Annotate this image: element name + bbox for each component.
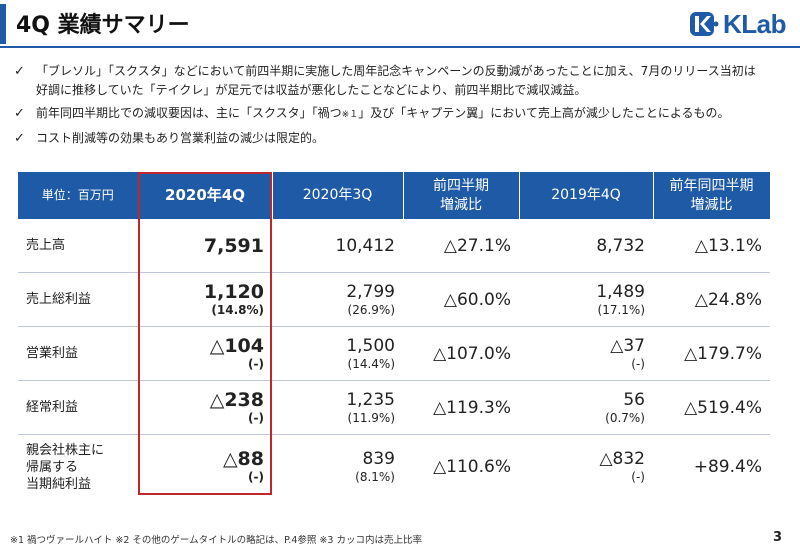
header-line: 前年同四半期 bbox=[669, 177, 754, 194]
logo-text: KLab bbox=[723, 8, 787, 39]
table-row: 売上総利益 1,120 (14.8%) 2,799 (26.9%) △60.0%… bbox=[18, 272, 770, 327]
logo: KLab bbox=[689, 8, 787, 40]
bullet-item: ✓ コスト削減等の効果もあり営業利益の減少は限定的。 bbox=[14, 129, 784, 148]
page-number: 3 bbox=[772, 530, 782, 545]
header-2020-4q: 2020年4Q bbox=[138, 172, 273, 219]
cell-qoq: △27.1% bbox=[403, 219, 519, 273]
footnote: ※1 禍つヴァールハイト ※2 その他のゲームタイトルの略記は、P.4参照 ※3… bbox=[10, 535, 422, 546]
label-line: 帰属する bbox=[26, 459, 79, 475]
bullet-item: ✓ 前年同四半期比での減収要因は、主に「スクスタ」「禍つ※１」及び「キャプテン翼… bbox=[14, 104, 784, 125]
bullet-item: ✓ 「ブレソル」「スクスタ」などにおいて前四半期に実施した周年記念キャンペーンの… bbox=[14, 62, 784, 100]
cell-yoy: △13.1% bbox=[653, 219, 770, 273]
label-line: 親会社株主に bbox=[26, 442, 105, 458]
header-2020-3q: 2020年3Q bbox=[272, 172, 404, 219]
cell-qoq: △110.6% bbox=[433, 457, 511, 477]
bullet-list: ✓ 「ブレソル」「スクスタ」などにおいて前四半期に実施した周年記念キャンペーンの… bbox=[14, 62, 784, 152]
footnote-ref: ※１ bbox=[341, 110, 359, 120]
cell-2020-3q: 2,799 (26.9%) bbox=[272, 272, 403, 327]
cell-qoq: △119.3% bbox=[403, 380, 519, 435]
cell-qoq: △60.0% bbox=[403, 272, 519, 327]
bullet-text: コスト削減等の効果もあり営業利益の減少は限定的。 bbox=[36, 131, 325, 145]
cell-yoy: +89.4% bbox=[693, 457, 762, 477]
cell-2020-3q: 1,500 (14.4%) bbox=[272, 326, 403, 381]
check-icon: ✓ bbox=[14, 106, 25, 121]
label-line: 当期純利益 bbox=[26, 476, 92, 492]
row-label: 親会社株主に 帰属する 当期純利益 bbox=[18, 435, 138, 500]
cell-ratio: (-) bbox=[248, 410, 264, 425]
cell-ratio: (-) bbox=[248, 470, 264, 484]
cell-value: 10,412 bbox=[335, 235, 395, 256]
title-bar: 4Q 業績サマリー KLab bbox=[0, 0, 800, 48]
table-header-row: 単位：百万円 2020年4Q 2020年3Q 前四半期 増減比 2019年4Q … bbox=[18, 172, 771, 219]
cell-2019-4q: △37 (-) bbox=[519, 326, 653, 381]
cell-2019-4q: 56 (0.7%) bbox=[519, 380, 653, 435]
cell-2020-4q: △104 (-) bbox=[138, 326, 272, 381]
header-qoq: 前四半期 増減比 bbox=[403, 172, 520, 219]
summary-table: 単位：百万円 2020年4Q 2020年3Q 前四半期 増減比 2019年4Q … bbox=[18, 172, 771, 499]
header-line: 増減比 bbox=[690, 196, 733, 213]
cell-value: 1,500 bbox=[346, 335, 395, 356]
cell-ratio: (14.4%) bbox=[347, 356, 395, 371]
row-label: 売上総利益 bbox=[18, 272, 138, 327]
cell-value: 56 bbox=[623, 389, 645, 410]
cell-value: △88 bbox=[222, 448, 264, 470]
cell-qoq: △107.0% bbox=[403, 326, 519, 381]
cell-value: 1,120 bbox=[203, 280, 264, 303]
cell-2020-4q: 1,120 (14.8%) bbox=[138, 272, 272, 327]
cell-2020-4q: 7,591 bbox=[138, 219, 272, 273]
header-2019-4q: 2019年4Q bbox=[519, 172, 654, 219]
cell-ratio: (26.9%) bbox=[347, 302, 395, 317]
bullet-text: 」及び「キャプテン翼」において売上高が減少したことによるもの。 bbox=[358, 106, 730, 120]
cell-value: △104 bbox=[209, 334, 264, 357]
cell-value: △238 bbox=[209, 388, 264, 411]
cell-value: △37 bbox=[610, 335, 645, 356]
cell-ratio: (-) bbox=[631, 470, 645, 484]
check-icon: ✓ bbox=[14, 131, 25, 146]
cell-ratio: (-) bbox=[248, 356, 264, 371]
cell-value: 8,732 bbox=[596, 235, 645, 256]
cell-yoy: △179.7% bbox=[653, 326, 770, 381]
title-accent bbox=[0, 4, 6, 44]
klab-logo-icon bbox=[690, 12, 719, 36]
header-unit: 単位：百万円 bbox=[18, 172, 139, 219]
bullet-line: 「ブレソル」「スクスタ」などにおいて前四半期に実施した周年記念キャンペーンの反動… bbox=[36, 64, 756, 78]
row-label: 経常利益 bbox=[18, 380, 138, 435]
cell-2020-4q: △88 (-) bbox=[138, 435, 272, 500]
bullet-text: 前年同四半期比での減収要因は、主に「スクスタ」「禍つ bbox=[36, 106, 342, 120]
cell-ratio: (14.8%) bbox=[211, 302, 264, 317]
cell-value: 2,799 bbox=[346, 281, 395, 302]
cell-2020-3q: 10,412 bbox=[272, 219, 403, 273]
table-row: 営業利益 △104 (-) 1,500 (14.4%) △107.0% △37 … bbox=[18, 326, 770, 381]
check-icon: ✓ bbox=[14, 64, 25, 79]
table-row: 経常利益 △238 (-) 1,235 (11.9%) △119.3% 56 (… bbox=[18, 380, 770, 435]
table-row: 売上高 7,591 10,412 △27.1% 8,732 △13.1% bbox=[18, 219, 770, 273]
cell-2019-4q: △832 (-) bbox=[519, 435, 653, 500]
cell-2019-4q: 8,732 bbox=[519, 219, 653, 273]
cell-ratio: (8.1%) bbox=[355, 470, 395, 484]
cell-value: △832 bbox=[599, 449, 645, 469]
cell-ratio: (11.9%) bbox=[347, 410, 395, 425]
cell-2020-4q: △238 (-) bbox=[138, 380, 272, 435]
header-yoy: 前年同四半期 増減比 bbox=[653, 172, 771, 219]
cell-value: 1,489 bbox=[596, 281, 645, 302]
cell-yoy: △519.4% bbox=[653, 380, 770, 435]
bullet-line: 好調に推移していた「テイクレ」が足元では収益が悪化したことなどにより、前四半期比… bbox=[36, 83, 587, 97]
cell-2020-3q: 839 (8.1%) bbox=[272, 435, 403, 500]
table-row: 親会社株主に 帰属する 当期純利益 △88 (-) 839 (8.1%) △11… bbox=[18, 435, 770, 500]
cell-value: 839 bbox=[362, 449, 395, 469]
cell-value: 7,591 bbox=[203, 234, 264, 257]
cell-ratio: (17.1%) bbox=[597, 302, 645, 317]
cell-yoy: △24.8% bbox=[653, 272, 770, 327]
row-label: 売上高 bbox=[18, 219, 138, 273]
header-line: 増減比 bbox=[440, 196, 482, 213]
cell-ratio: (-) bbox=[631, 356, 645, 371]
header-line: 前四半期 bbox=[433, 177, 489, 194]
cell-value: 1,235 bbox=[346, 389, 395, 410]
row-label: 営業利益 bbox=[18, 326, 138, 381]
cell-2020-3q: 1,235 (11.9%) bbox=[272, 380, 403, 435]
page-title: 4Q 業績サマリー bbox=[16, 13, 190, 38]
cell-ratio: (0.7%) bbox=[605, 410, 645, 425]
cell-2019-4q: 1,489 (17.1%) bbox=[519, 272, 653, 327]
